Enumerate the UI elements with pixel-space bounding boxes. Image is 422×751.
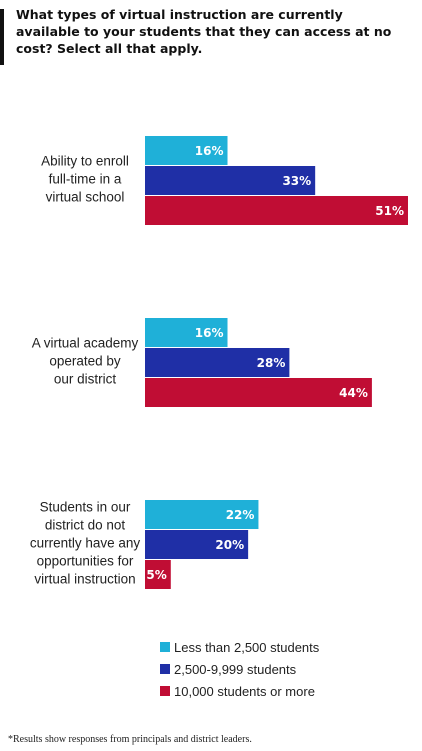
bar bbox=[145, 560, 171, 589]
bar-value-label: 28% bbox=[257, 356, 286, 370]
bar bbox=[145, 136, 228, 165]
chart-title: What types of virtual instruction are cu… bbox=[16, 7, 392, 56]
legend-label: Less than 2,500 students bbox=[174, 639, 320, 655]
bar bbox=[145, 166, 316, 195]
legend-item: 2,500-9,999 students bbox=[160, 658, 319, 680]
bar-value-label: 16% bbox=[195, 144, 224, 158]
category-label: Students in our district do not currently … bbox=[30, 500, 141, 587]
legend-item: Less than 2,500 students bbox=[160, 636, 319, 658]
legend-label: 2,500-9,999 students bbox=[174, 661, 297, 677]
bar-value-label: 16% bbox=[195, 326, 224, 340]
bar-value-label: 44% bbox=[339, 386, 368, 400]
bar bbox=[145, 196, 408, 225]
bar bbox=[145, 530, 249, 559]
legend-swatch bbox=[160, 686, 170, 696]
category-label: Ability to enroll full-time in a virtual s… bbox=[41, 154, 129, 205]
footnote: *Results show responses from principals … bbox=[8, 734, 252, 745]
title-accent-bar bbox=[0, 9, 4, 65]
bar-value-label: 22% bbox=[226, 508, 255, 522]
bar bbox=[145, 500, 259, 529]
bar bbox=[145, 378, 372, 407]
bar bbox=[145, 348, 290, 377]
bar-value-label: 51% bbox=[375, 204, 404, 218]
bar-value-label: 5% bbox=[146, 568, 166, 582]
bar bbox=[145, 318, 228, 347]
legend-item: 10,000 students or more bbox=[160, 680, 319, 702]
legend-swatch bbox=[160, 664, 170, 674]
legend: Less than 2,500 students 2,500-9,999 stu… bbox=[160, 636, 319, 702]
bar-value-label: 20% bbox=[215, 538, 244, 552]
legend-label: 10,000 students or more bbox=[174, 683, 315, 699]
legend-swatch bbox=[160, 642, 170, 652]
bar-value-label: 33% bbox=[282, 174, 311, 188]
category-label: A virtual academy operated by our district bbox=[32, 336, 139, 387]
